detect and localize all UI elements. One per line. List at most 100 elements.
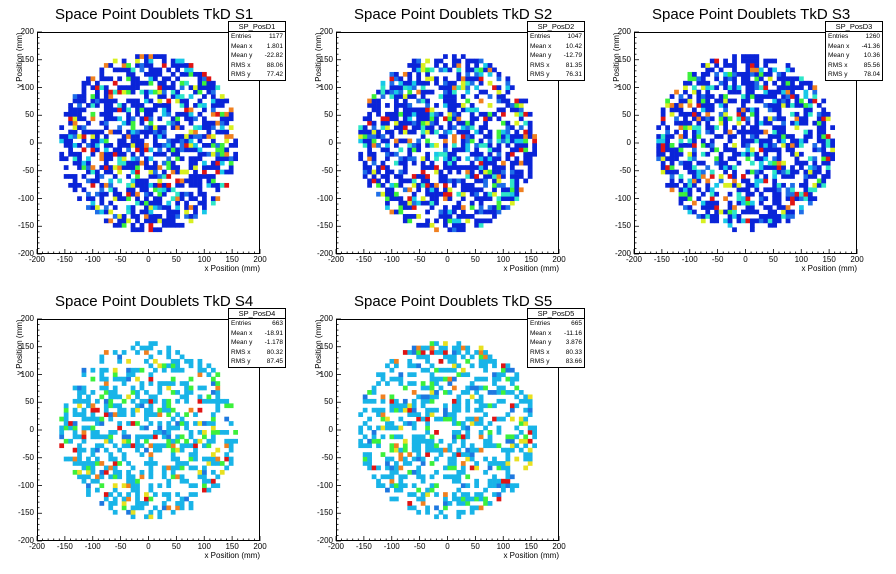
heatmap-bin (161, 474, 167, 480)
heatmap-bin (781, 129, 786, 135)
heatmap-bin (443, 63, 448, 68)
heatmap-bin (705, 111, 711, 117)
heatmap-bin (469, 187, 475, 193)
heatmap-bin (514, 456, 520, 462)
heatmap-bin (501, 187, 506, 193)
heatmap-bin (518, 134, 524, 139)
heatmap-bin (121, 196, 127, 202)
heatmap-bin (139, 403, 145, 409)
heatmap-bin (474, 58, 480, 64)
heatmap-bin (790, 151, 795, 157)
heatmap-bin (376, 182, 381, 188)
heatmap-bin (197, 103, 203, 108)
heatmap-bin (157, 151, 163, 157)
heatmap-bin (785, 94, 791, 99)
heatmap-bin (514, 385, 520, 391)
heatmap-bin (90, 182, 96, 188)
heatmap-bin (103, 381, 109, 386)
heatmap-bin (228, 456, 234, 462)
heatmap-bin (170, 160, 176, 166)
heatmap-bin (411, 58, 417, 64)
heatmap-bin (758, 143, 764, 148)
heatmap-bin (523, 434, 529, 440)
heatmap-bin (179, 354, 185, 360)
heatmap-bin (745, 58, 751, 64)
heatmap-bin (166, 111, 172, 117)
heatmap-bin (447, 165, 453, 170)
heatmap-bin (700, 218, 706, 224)
heatmap-bin (389, 169, 395, 175)
heatmap-bin (219, 182, 225, 188)
heatmap-bin (425, 443, 430, 449)
heatmap-bin (197, 178, 203, 184)
heatmap-bin (678, 191, 684, 197)
heatmap-bin (732, 156, 737, 162)
heatmap-bin (678, 147, 684, 153)
heatmap-bin (206, 125, 212, 130)
heatmap-bin (389, 394, 395, 400)
heatmap-bin (380, 134, 386, 139)
heatmap-bin (465, 456, 471, 462)
heatmap-bin (821, 182, 827, 188)
heatmap-bin (184, 496, 189, 502)
heatmap-bin (86, 456, 91, 462)
heatmap-bin (407, 80, 413, 86)
heatmap-bin (425, 182, 430, 188)
heatmap-bin (367, 182, 372, 188)
heatmap-bin (523, 421, 529, 426)
heatmap-bin (157, 200, 163, 206)
heatmap-bin (72, 178, 78, 184)
heatmap-bin (420, 174, 426, 179)
heatmap-bin (460, 367, 466, 373)
heatmap-bin (389, 134, 395, 139)
heatmap-bin (447, 214, 453, 219)
heatmap-bin (483, 363, 488, 369)
histogram-panel-s2: Space Point Doublets TkD S2 -200 -150 -100-… (299, 0, 598, 287)
heatmap-bin (144, 407, 149, 413)
heatmap-bin (380, 416, 386, 422)
heatmap-bin (385, 138, 390, 144)
heatmap-bin (210, 178, 216, 184)
heatmap-bin (402, 443, 408, 449)
heatmap-bin (188, 147, 194, 153)
heatmap-bin (393, 98, 399, 104)
heatmap-bin (81, 129, 87, 135)
heatmap-bin (745, 85, 751, 91)
heatmap-bin (794, 111, 800, 117)
heatmap-bin (754, 120, 760, 126)
heatmap-bin (224, 465, 230, 471)
heatmap-bin (443, 514, 448, 520)
heatmap-bin (393, 447, 399, 453)
heatmap-bin (456, 111, 462, 117)
heatmap-bin (669, 134, 675, 139)
heatmap-bin (367, 156, 372, 162)
heatmap-bin (527, 120, 533, 126)
heatmap-bin (188, 358, 194, 364)
heatmap-bin (434, 129, 439, 135)
heatmap-bin (709, 218, 715, 224)
heatmap-bin (469, 107, 475, 113)
heatmap-bin (429, 461, 435, 466)
heatmap-bin (202, 385, 207, 391)
heatmap-bin (492, 178, 497, 184)
heatmap-bin (745, 191, 751, 197)
heatmap-bin (429, 443, 435, 449)
heatmap-bin (505, 363, 511, 369)
heatmap-bin (389, 196, 395, 202)
heatmap-bin (157, 147, 163, 153)
heatmap-bin (210, 421, 216, 426)
heatmap-bin (393, 125, 399, 130)
heatmap-bin (727, 165, 733, 170)
heatmap-bin (210, 478, 216, 484)
heatmap-bin (474, 151, 480, 157)
heatmap-bin (139, 381, 145, 386)
heatmap-bin (112, 98, 118, 104)
heatmap-bin (144, 412, 149, 417)
heatmap-bin (478, 350, 484, 355)
heatmap-bin (59, 151, 65, 157)
heatmap-bin (152, 71, 158, 77)
heatmap-bin (425, 509, 430, 515)
heatmap-bin (161, 182, 167, 188)
heatmap-bin (126, 67, 131, 73)
heatmap-bin (460, 443, 466, 449)
